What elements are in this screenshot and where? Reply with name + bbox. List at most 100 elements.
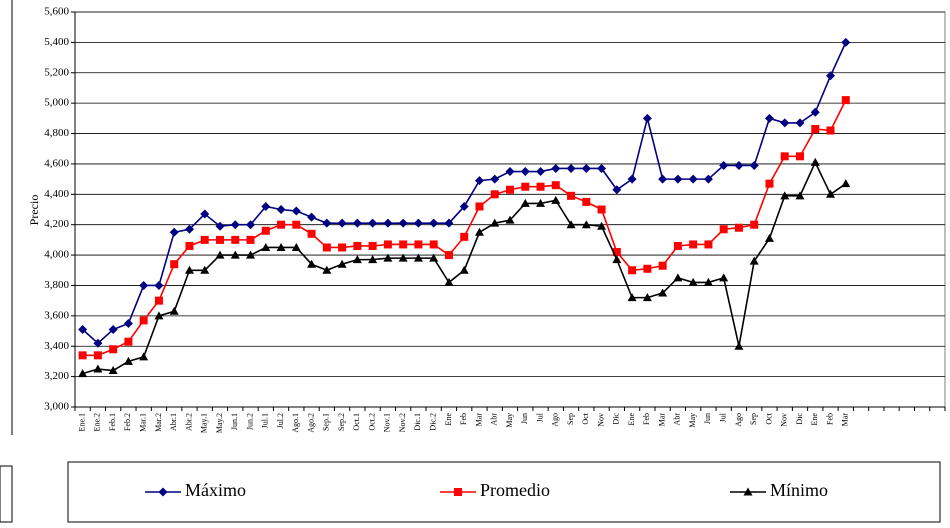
data-point (154, 296, 163, 305)
x-tick-label: Oct (764, 412, 773, 424)
x-tick-label: Mar.1 (139, 413, 148, 432)
data-point (398, 253, 408, 262)
data-point (597, 205, 606, 214)
data-point (322, 243, 331, 252)
x-tick-label: Jul (719, 412, 728, 422)
data-point (597, 163, 607, 173)
data-point (749, 160, 759, 170)
x-tick-label: May (688, 413, 697, 428)
data-point (765, 179, 774, 188)
data-point (322, 265, 332, 274)
data-point (780, 152, 789, 161)
data-point (383, 218, 393, 228)
data-point (642, 113, 652, 123)
data-point (154, 311, 164, 320)
data-point (567, 191, 576, 200)
data-point (108, 325, 118, 335)
data-point (475, 202, 484, 211)
data-point (627, 293, 637, 302)
x-tick-label: May.1 (200, 413, 209, 433)
data-point (352, 255, 362, 264)
data-point (444, 251, 453, 260)
data-point (398, 218, 408, 228)
data-point (459, 201, 469, 211)
data-point (230, 220, 240, 230)
data-point (184, 224, 194, 234)
data-point (368, 255, 378, 264)
data-point (169, 227, 179, 237)
x-tick-label: Feb.2 (123, 413, 132, 431)
data-point (200, 235, 209, 244)
data-point (429, 240, 438, 249)
data-point (337, 218, 347, 228)
x-tick-label: Oct (581, 412, 590, 424)
data-point (246, 250, 256, 259)
data-point (444, 277, 454, 286)
data-point (734, 341, 744, 350)
data-point (231, 235, 240, 244)
data-point (108, 366, 118, 375)
data-point (322, 218, 332, 228)
data-point (123, 318, 133, 328)
x-tick-label: Jun (520, 413, 529, 424)
x-tick-label: Dic.2 (429, 413, 438, 431)
data-point (551, 181, 560, 190)
data-point (673, 273, 683, 282)
legend-label: Promedio (480, 480, 550, 500)
data-point (460, 232, 469, 241)
plot-area (74, 11, 946, 408)
data-point (123, 356, 133, 365)
data-point (520, 198, 530, 207)
data-point (200, 209, 210, 219)
x-tick-label: Nov (780, 413, 789, 427)
data-point (307, 229, 316, 238)
data-point (749, 256, 759, 265)
data-point (688, 277, 698, 286)
data-point (139, 352, 149, 361)
data-point (551, 163, 561, 173)
x-tick-label: Abr.2 (184, 413, 193, 431)
data-point (764, 113, 774, 123)
data-point (78, 351, 87, 360)
data-point (261, 242, 271, 251)
x-tick-label: Ene.2 (93, 413, 102, 431)
data-point (643, 264, 652, 273)
data-point (811, 124, 820, 133)
data-point (704, 240, 713, 249)
data-point (93, 338, 103, 348)
data-point (93, 351, 102, 360)
x-tick-label: May.2 (215, 413, 224, 433)
x-tick-label: Oct.1 (352, 413, 361, 431)
data-point (505, 215, 515, 224)
data-point (490, 218, 500, 227)
legend-marker (454, 488, 462, 496)
data-point (413, 218, 423, 228)
x-tick-label: Mar (841, 413, 850, 427)
x-tick-label: Mar (474, 413, 483, 427)
y-tick-label: 4,400 (44, 188, 69, 200)
x-tick-label: Dic.1 (413, 413, 422, 431)
data-point (291, 242, 301, 251)
data-point (292, 220, 301, 229)
y-tick-label: 5,200 (44, 66, 69, 78)
y-tick-label: 5,000 (44, 97, 69, 109)
data-point (246, 220, 256, 230)
legend-marker (743, 487, 753, 496)
data-point (505, 167, 515, 177)
x-tick-label: May (505, 413, 514, 428)
x-tick-label: Feb (459, 413, 468, 425)
data-point (429, 218, 439, 228)
data-point (826, 126, 835, 135)
data-point (276, 242, 286, 251)
data-point (169, 306, 179, 315)
data-point (429, 253, 439, 262)
data-point (810, 107, 820, 117)
x-tick-label: Jul.2 (276, 413, 285, 428)
data-point (184, 265, 194, 274)
data-point (780, 191, 790, 200)
data-point (276, 205, 286, 214)
x-tick-label: Ene (627, 413, 636, 426)
x-tick-label: Feb (642, 413, 651, 425)
data-point (246, 235, 255, 244)
data-point (368, 218, 378, 228)
